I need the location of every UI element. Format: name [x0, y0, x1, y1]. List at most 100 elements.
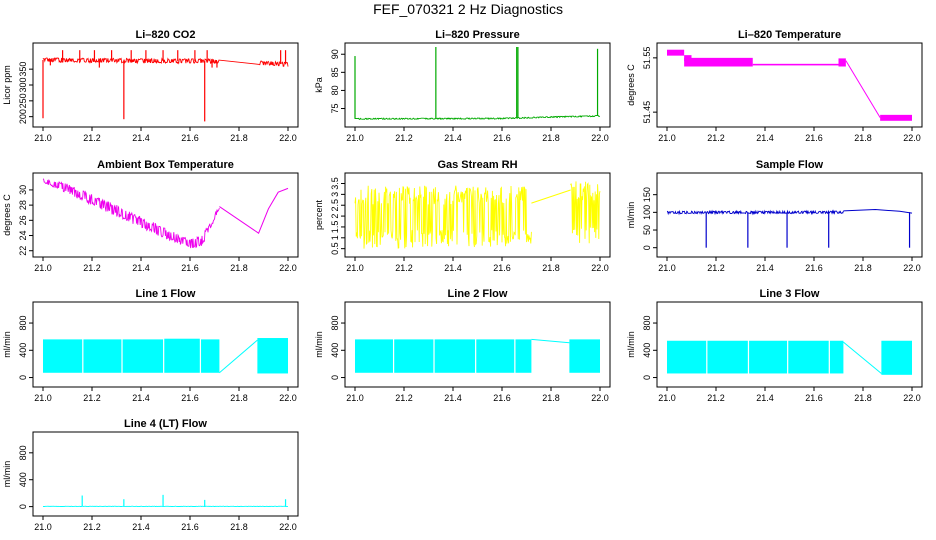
y-tick-label: 75	[330, 104, 340, 114]
data-band	[354, 185, 532, 249]
x-tick-label: 21.2	[395, 393, 413, 403]
panel-8: Line 2 Flow ml/min 21.0 21.2 21.4 21.6 21.8 22.…	[314, 288, 611, 403]
x-tick-label: 22.0	[903, 263, 921, 273]
x-tick-label: 21.0	[34, 393, 52, 403]
x-tick-label: 21.6	[181, 133, 199, 143]
x-tick-label: 21.2	[83, 393, 101, 403]
series	[43, 338, 288, 374]
panel-10: Line 4 (LT) Flow ml/min 21.0 21.2 21.4 21.6 21…	[2, 418, 299, 532]
y-tick-label: 0	[18, 504, 28, 509]
y-tick-label: 400	[18, 343, 28, 358]
x-tick-label: 22.0	[279, 263, 297, 273]
x-tick-label: 21.8	[230, 133, 248, 143]
plot-frame	[656, 172, 923, 258]
y-axis-label: Licor ppm	[2, 65, 12, 105]
data-line	[219, 339, 258, 374]
series	[355, 338, 600, 373]
y-tick-label: 350	[18, 62, 28, 77]
y-axis-label: percent	[314, 199, 324, 230]
x-tick-label: 22.0	[279, 522, 297, 532]
y-tick-label: 1.5	[330, 221, 340, 234]
y-tick-label: 800	[642, 316, 652, 331]
y-tick-label: 400	[642, 343, 652, 358]
data-block	[257, 338, 288, 374]
y-tick-label: 24	[18, 231, 28, 241]
data-block	[83, 339, 122, 373]
data-band	[354, 115, 600, 121]
data-step	[684, 57, 753, 67]
data-block	[355, 339, 393, 373]
x-tick-label: 21.0	[658, 133, 676, 143]
data-band	[42, 178, 220, 249]
x-tick-label: 21.8	[230, 393, 248, 403]
plot-frame	[32, 431, 299, 517]
y-tick-label: 0	[642, 245, 652, 250]
panel-1: Li–820 CO2 Licor ppm 21.0 21.2 21.4 21.6 21.8 2…	[2, 29, 299, 143]
series	[667, 49, 912, 121]
x-tick-label: 21.6	[805, 263, 823, 273]
y-tick-label: 28	[18, 200, 28, 210]
x-tick-label: 21.4	[756, 263, 774, 273]
y-tick-label: 0.5	[330, 242, 340, 255]
plot-frame	[32, 301, 299, 388]
panel-title: Li–820 Pressure	[435, 29, 519, 41]
x-tick-label: 21.6	[181, 393, 199, 403]
x-tick-label: 21.0	[346, 393, 364, 403]
y-axis-label: ml/min	[2, 331, 12, 358]
x-tick-label: 21.4	[132, 133, 150, 143]
panel-4: Ambient Box Temperature degrees C 21.0 21.2…	[2, 159, 299, 273]
panel-6: Sample Flow ml/min 21.0 21.2 21.4 21.6 21.8 22.…	[626, 159, 923, 273]
x-tick-label: 22.0	[279, 133, 297, 143]
data-line	[843, 341, 882, 374]
x-tick-label: 21.0	[658, 393, 676, 403]
data-block	[122, 339, 164, 373]
y-tick-label: 0	[18, 375, 28, 380]
data-step	[667, 49, 685, 56]
y-tick-label: 800	[18, 445, 28, 460]
plot-frame	[656, 42, 923, 128]
x-tick-label: 21.8	[542, 263, 560, 273]
data-block	[667, 340, 707, 374]
x-tick-label: 21.6	[181, 522, 199, 532]
x-tick-label: 21.6	[181, 263, 199, 273]
panel-9: Line 3 Flow ml/min 21.0 21.2 21.4 21.6 21.8 22.…	[626, 288, 923, 403]
x-tick-label: 21.4	[756, 133, 774, 143]
panel-2: Li–820 Pressure kPa 21.0 21.2 21.4 21.6 21.8 22…	[314, 29, 611, 143]
data-block	[476, 339, 515, 373]
figure-title: FEF_070321 2 Hz Diagnostics	[373, 1, 563, 17]
x-tick-label: 21.2	[707, 133, 725, 143]
panel-7: Line 1 Flow ml/min 21.0 21.2 21.4 21.6 21.8 22.…	[2, 288, 299, 403]
x-tick-label: 22.0	[279, 393, 297, 403]
x-tick-label: 21.0	[346, 263, 364, 273]
x-tick-label: 21.8	[854, 133, 872, 143]
panel-title: Line 1 Flow	[136, 288, 196, 300]
data-block	[434, 339, 476, 373]
data-block	[164, 338, 200, 373]
series	[667, 340, 912, 375]
plot-frame	[32, 172, 299, 258]
panel-3: Li–820 Temperature degrees C 21.0 21.2 21.4 2…	[626, 29, 923, 143]
x-tick-label: 21.6	[493, 133, 511, 143]
y-tick-label: 51.55	[642, 47, 652, 70]
series	[666, 208, 913, 248]
panel-title: Gas Stream RH	[437, 159, 517, 171]
x-tick-label: 21.2	[83, 522, 101, 532]
data-block	[201, 339, 220, 373]
data-line	[531, 189, 571, 204]
y-tick-label: 90	[330, 49, 340, 59]
y-tick-label: 150	[642, 187, 652, 202]
x-tick-label: 21.4	[132, 522, 150, 532]
y-axis-label: degrees C	[626, 64, 636, 106]
x-tick-label: 22.0	[591, 133, 609, 143]
y-tick-label: 80	[330, 85, 340, 95]
x-tick-label: 21.6	[493, 393, 511, 403]
x-tick-label: 21.8	[230, 522, 248, 532]
panel-5: Gas Stream RH percent 21.0 21.2 21.4 21.6 21.8…	[314, 159, 611, 273]
plot-frame	[344, 301, 611, 388]
y-tick-label: 400	[18, 472, 28, 487]
panel-title: Sample Flow	[756, 159, 824, 171]
x-tick-label: 21.2	[83, 133, 101, 143]
x-tick-label: 21.6	[493, 263, 511, 273]
data-block	[569, 339, 600, 373]
series	[42, 178, 289, 249]
